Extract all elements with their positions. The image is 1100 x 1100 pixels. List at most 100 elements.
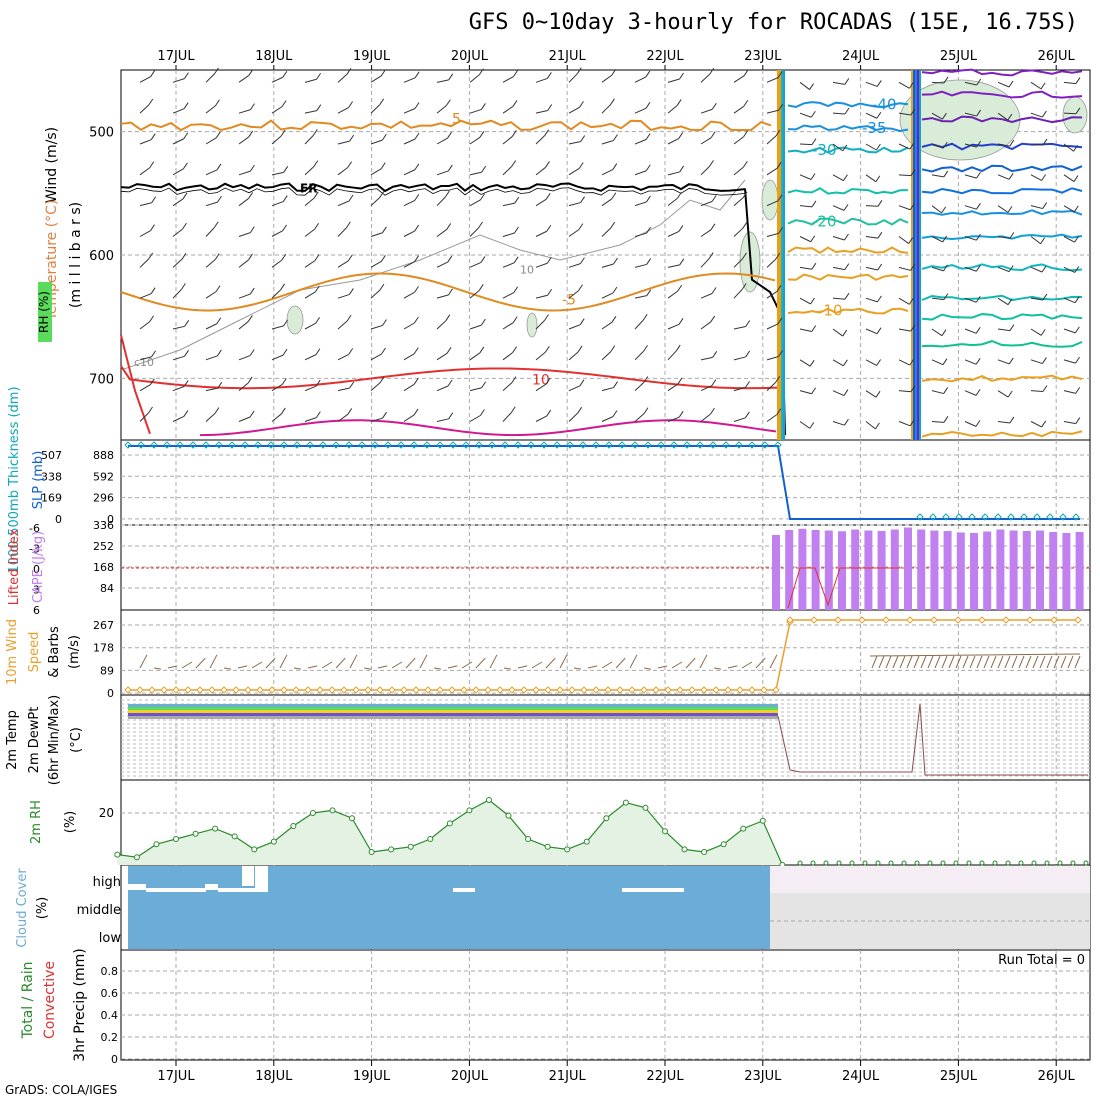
barb-flag bbox=[1007, 390, 1013, 398]
wind-barb bbox=[601, 134, 618, 145]
barb-shaft bbox=[898, 112, 911, 116]
temp-contour-5-upper bbox=[120, 119, 772, 132]
barb-shaft bbox=[964, 297, 977, 303]
wind-barb bbox=[601, 192, 617, 207]
y-tick-label: 6 bbox=[33, 604, 40, 617]
barb-flag bbox=[745, 381, 750, 388]
wind-barb bbox=[172, 192, 188, 207]
wind-barb bbox=[502, 160, 517, 176]
barb-shaft bbox=[172, 108, 185, 114]
barb-shaft bbox=[568, 73, 578, 83]
rh-point bbox=[810, 860, 816, 866]
wind-barb bbox=[964, 109, 982, 117]
wind-barb bbox=[766, 194, 783, 207]
wind-speed-marker bbox=[712, 686, 720, 694]
wind-barb-10m bbox=[629, 654, 638, 669]
barb-flag bbox=[811, 387, 817, 395]
barb-flag bbox=[577, 345, 583, 353]
wind-barb bbox=[403, 163, 420, 176]
y-tick-label: 592 bbox=[93, 470, 114, 483]
cloud-gap bbox=[622, 888, 684, 892]
barb-shaft bbox=[205, 323, 218, 330]
barb-flag bbox=[612, 410, 618, 417]
barb-flag bbox=[612, 163, 618, 170]
barb-flag bbox=[283, 166, 289, 173]
barb-flag bbox=[943, 170, 949, 178]
barb-shaft bbox=[1030, 205, 1043, 210]
barb-flag bbox=[877, 263, 883, 271]
barb-shaft bbox=[469, 261, 482, 268]
thickness-marker bbox=[319, 441, 327, 449]
wind-barb bbox=[832, 233, 849, 241]
thickness-marker bbox=[735, 441, 743, 449]
rh-point bbox=[407, 843, 414, 850]
rh-point bbox=[446, 820, 453, 827]
barb-flag bbox=[414, 286, 419, 293]
barb-shaft bbox=[700, 229, 712, 237]
barb-flag bbox=[876, 327, 882, 334]
wind-barb bbox=[733, 191, 748, 207]
rh-point bbox=[564, 846, 571, 853]
ylabel-cloud: Cloud Cover bbox=[15, 868, 30, 948]
barb-shaft bbox=[799, 359, 811, 367]
barb-flag bbox=[976, 171, 981, 179]
temp-band bbox=[128, 716, 778, 719]
wind-barb bbox=[172, 350, 189, 361]
barb-flag bbox=[710, 407, 715, 415]
barb-shaft bbox=[700, 385, 713, 392]
barb-flag bbox=[943, 416, 949, 423]
barb-shaft bbox=[502, 412, 512, 422]
wind-barb bbox=[931, 358, 948, 366]
barb-flag bbox=[678, 132, 684, 139]
barb-flag bbox=[1008, 357, 1014, 365]
barb-shaft bbox=[766, 258, 777, 268]
contour-label: c10 bbox=[134, 356, 154, 369]
wind-barb bbox=[271, 129, 286, 145]
wind-barb-10m bbox=[349, 654, 358, 669]
barb-shaft bbox=[271, 413, 282, 422]
cape-bar bbox=[1049, 532, 1058, 610]
wind-barb bbox=[898, 419, 915, 427]
wind-barb bbox=[964, 389, 981, 396]
barb-flag bbox=[481, 165, 487, 173]
thickness-marker bbox=[449, 441, 457, 449]
temp-contour-far-right bbox=[921, 313, 1083, 321]
wind-barb bbox=[766, 285, 782, 299]
rh-point bbox=[133, 854, 140, 861]
y-tick-label: 700 bbox=[89, 372, 114, 387]
wind-barb bbox=[667, 99, 682, 114]
wind-speed-marker bbox=[532, 686, 540, 694]
barb-shaft bbox=[1063, 174, 1075, 182]
barb-shaft bbox=[535, 230, 548, 237]
wind-barb bbox=[1030, 385, 1048, 393]
barb-shaft bbox=[238, 416, 251, 422]
barb-flag bbox=[447, 164, 453, 172]
barb-shaft bbox=[1063, 359, 1076, 364]
wind-speed-marker bbox=[376, 686, 384, 694]
barb-shaft bbox=[997, 81, 1010, 88]
barb-shaft bbox=[865, 390, 877, 398]
barb-flag bbox=[183, 132, 189, 140]
ylabel-wind: Wind (m/s) bbox=[44, 127, 60, 203]
wind-speed-marker bbox=[484, 686, 492, 694]
wind-barb bbox=[337, 288, 354, 299]
barb-flag bbox=[382, 411, 387, 419]
wind-barb bbox=[271, 195, 288, 207]
wind-barb bbox=[964, 295, 981, 303]
ylabel-cape: CAPE (J/kg) bbox=[31, 531, 46, 603]
barb-flag bbox=[943, 387, 949, 394]
barb-flag bbox=[1041, 357, 1047, 364]
thickness-marker bbox=[644, 441, 652, 449]
wind-barb bbox=[304, 348, 321, 361]
barb-shaft bbox=[403, 261, 415, 268]
wind-barb bbox=[865, 143, 881, 151]
wind-barb-10m bbox=[713, 667, 722, 670]
wind-barb bbox=[502, 196, 520, 207]
barb-flag bbox=[182, 162, 188, 170]
cape-bar bbox=[864, 530, 873, 610]
wind-barb bbox=[238, 376, 253, 392]
wind-barb bbox=[832, 359, 848, 367]
barb-flag bbox=[1074, 326, 1080, 334]
barb-flag bbox=[675, 344, 681, 352]
wind-barb bbox=[634, 313, 648, 330]
